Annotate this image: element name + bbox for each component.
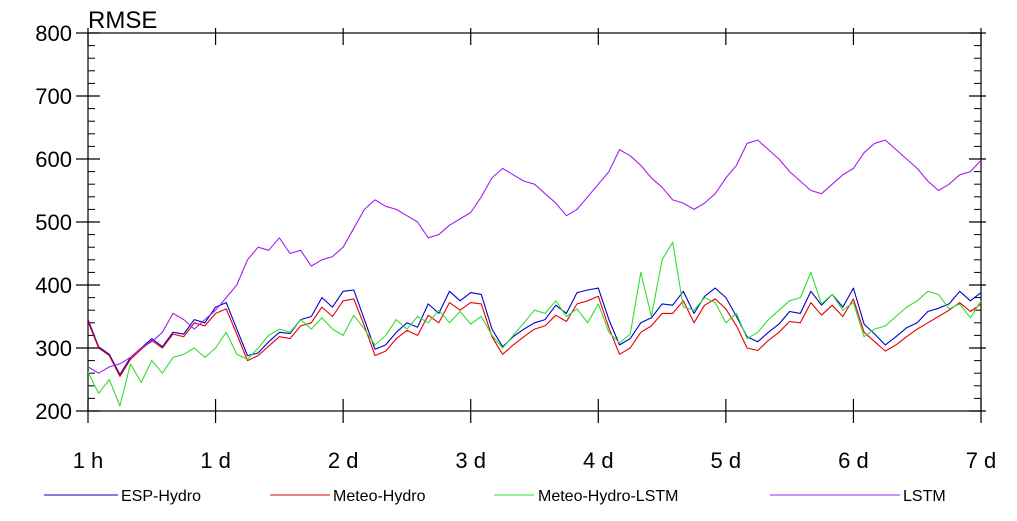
y-tick-label: 300 [35, 336, 72, 361]
x-tick-label: 4 d [583, 448, 614, 473]
y-tick-label: 400 [35, 273, 72, 298]
series-line-lstm [87, 139, 982, 374]
x-tick-label: 2 d [328, 448, 359, 473]
plot-area [87, 32, 982, 412]
y-axis-title: RMSE [88, 7, 157, 34]
y-tick-label: 800 [35, 21, 72, 46]
x-tick-label: 5 d [711, 448, 742, 473]
legend-label: Meteo-Hydro-LSTM [538, 488, 678, 505]
x-tick-label: 3 d [455, 448, 486, 473]
x-tick-label: 6 d [838, 448, 869, 473]
x-tick-label: 1 h [73, 448, 104, 473]
x-tick-label: 7 d [966, 448, 997, 473]
legend-label: Meteo-Hydro [333, 488, 426, 505]
series-lines [87, 139, 982, 407]
y-tick-label: 700 [35, 84, 72, 109]
legend: ESP-Hydro Meteo-Hydro Meteo-Hydro-LSTM LSTM [44, 488, 946, 505]
x-tick-labels: 1 h 1 d 2 d 3 d 4 d 5 d 6 d 7 d [73, 448, 997, 473]
legend-label: ESP-Hydro [121, 488, 201, 505]
x-tick-label: 1 d [200, 448, 231, 473]
y-tick-label: 500 [35, 210, 72, 235]
y-tick-label: 600 [35, 147, 72, 172]
legend-label: LSTM [903, 488, 946, 505]
y-tick-labels: 200 300 400 500 600 700 800 [35, 21, 72, 424]
series-line-meteo-hydro-lstm [87, 241, 982, 407]
y-tick-label: 200 [35, 399, 72, 424]
series-line-meteo-hydro [87, 295, 982, 377]
major-ticks [76, 28, 986, 423]
